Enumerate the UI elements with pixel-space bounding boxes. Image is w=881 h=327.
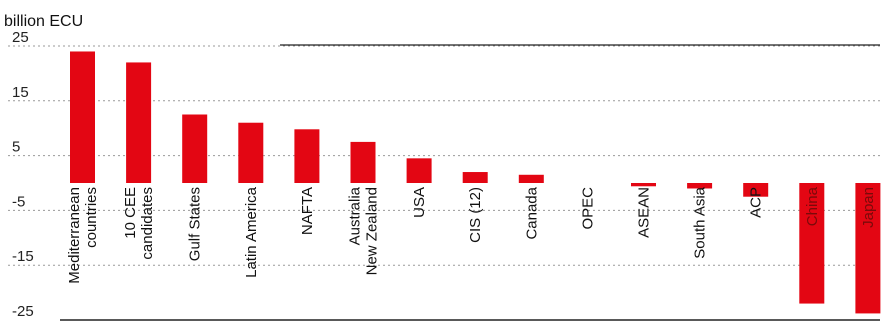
category-label-line: ASEAN (636, 187, 653, 238)
category-label-line: USA (411, 187, 428, 218)
y-tick-label: 25 (12, 29, 29, 46)
bar (855, 183, 881, 314)
bar (518, 174, 544, 183)
y-tick-label: 15 (12, 84, 29, 101)
y-tick-label: -15 (12, 248, 34, 265)
category-label: Canada (523, 186, 540, 239)
bar (687, 183, 713, 189)
category-label-line: NAFTA (299, 187, 316, 235)
category-label-line: Latin America (243, 186, 260, 278)
bar (238, 122, 264, 183)
bar (350, 141, 376, 183)
bar (462, 172, 488, 183)
unit-label: billion ECU (4, 13, 83, 30)
category-label-line: New Zealand (364, 187, 381, 275)
category-label: Gulf States (187, 187, 204, 261)
bar (70, 51, 95, 184)
bars (70, 51, 881, 314)
category-label-line: candidates (139, 187, 156, 260)
category-label: South Asia (692, 186, 709, 258)
category-label-line: Australia (347, 186, 364, 245)
category-label: Mediterraneancountries (66, 187, 100, 284)
bar (743, 183, 769, 197)
category-label: Japan (860, 187, 877, 228)
category-label-line: Mediterranean (66, 187, 83, 284)
y-axis-tick-labels: 25 15 5 -5 -15 -25 (12, 29, 34, 320)
bar (631, 183, 656, 187)
category-label: Latin America (243, 186, 260, 278)
category-label-line: Gulf States (187, 187, 204, 261)
category-label: NAFTA (299, 187, 316, 235)
category-label: AustraliaNew Zealand (347, 186, 381, 275)
y-tick-label: -25 (12, 303, 34, 320)
y-tick-label: 5 (12, 139, 20, 156)
category-labels: Mediterraneancountries 10 CEEcandidates Gu… (66, 186, 877, 283)
category-label: ASEAN (636, 187, 653, 238)
category-label-line: Canada (523, 186, 540, 239)
category-label: China (804, 186, 821, 226)
category-label-line: 10 CEE (122, 187, 139, 239)
bar (182, 114, 208, 183)
y-tick-label: -5 (12, 193, 25, 210)
category-label-line: ACP (748, 187, 765, 218)
category-label: CIS (12) (467, 187, 484, 243)
category-label: 10 CEEcandidates (122, 187, 156, 260)
category-label-line: OPEC (579, 187, 596, 230)
category-label-line: China (804, 186, 821, 226)
category-label: USA (411, 187, 428, 218)
category-label-line: countries (83, 187, 100, 248)
category-label: ACP (748, 187, 765, 218)
bar (126, 62, 152, 183)
bar (799, 183, 825, 304)
bar (294, 129, 320, 183)
bar (406, 158, 432, 183)
category-label-line: CIS (12) (467, 187, 484, 243)
category-label: OPEC (579, 187, 596, 230)
category-label-line: Japan (860, 187, 877, 228)
category-label-line: South Asia (692, 186, 709, 258)
gridlines (8, 45, 880, 266)
